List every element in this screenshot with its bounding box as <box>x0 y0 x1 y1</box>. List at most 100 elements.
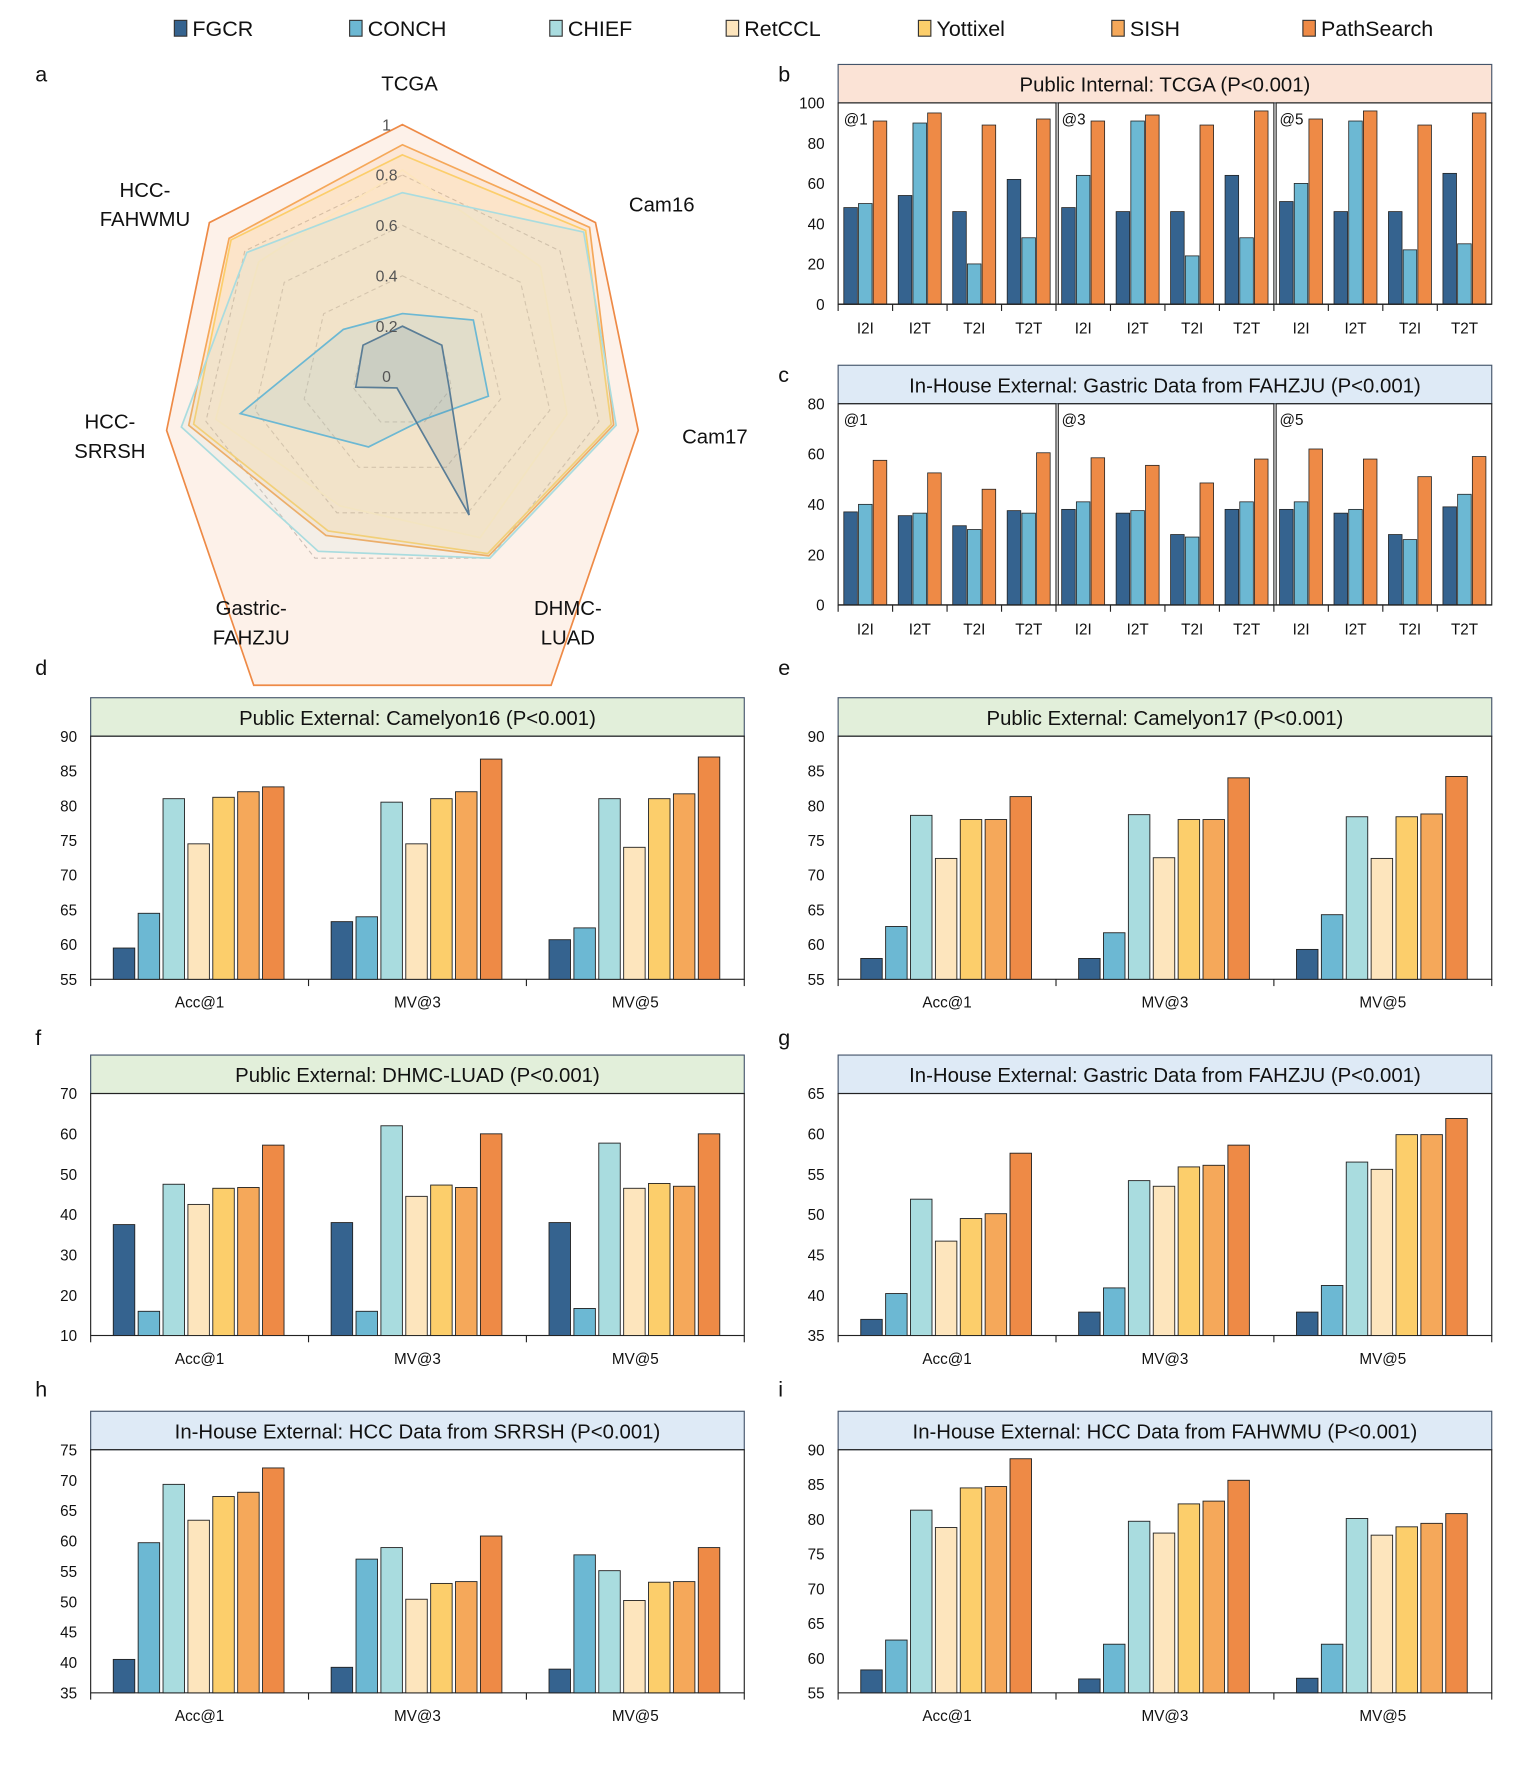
bar-chief <box>910 1198 933 1336</box>
panel-label: i <box>778 1378 783 1402</box>
bar-fgcr <box>1388 534 1403 606</box>
bar-chart-i: i In-House External: HCC Data from FAHWMU… <box>778 1378 1493 1725</box>
bar-fgcr <box>1078 1311 1101 1336</box>
bar-conch <box>1103 1643 1126 1694</box>
bar-pathsearch <box>1145 464 1160 606</box>
bar-pathsearch <box>1363 458 1378 606</box>
bar-pathsearch <box>872 459 888 606</box>
bar-conch <box>912 122 927 305</box>
legend-swatch <box>725 19 740 37</box>
bar-conch <box>137 1310 161 1336</box>
radar-axis-label: FAHWMU <box>100 209 190 231</box>
bar-chart-f: f Public External: DHMC-LUAD (P<0.001) 10 2… <box>35 1026 745 1368</box>
bar-yottixel <box>1177 819 1201 980</box>
radar-axis-label: Cam17 <box>682 426 748 448</box>
bar-retccl <box>1370 1534 1394 1694</box>
chart-title: Public External: Camelyon17 (P<0.001) <box>987 708 1344 730</box>
bar-pathsearch <box>1036 118 1051 305</box>
y-tick-label: 40 <box>60 1655 77 1672</box>
panel-label: d <box>35 656 47 680</box>
y-tick-label: 20 <box>60 1288 77 1305</box>
radar-tick-label: 0.2 <box>376 319 398 336</box>
bar-sish <box>237 1187 260 1336</box>
chart-title: Public Internal: TCGA (P<0.001) <box>1020 75 1311 97</box>
bar-conch <box>1348 120 1363 305</box>
bar-fgcr <box>1296 1311 1319 1336</box>
bar-yottixel <box>430 1184 453 1336</box>
bar-chief <box>1345 1161 1369 1336</box>
x-category-label: Acc@1 <box>175 1708 224 1725</box>
radar-series-retccl <box>214 168 568 539</box>
y-tick-label: 90 <box>808 1442 825 1459</box>
x-category-label: I2T <box>1127 621 1149 638</box>
chart-title: Public External: DHMC-LUAD (P<0.001) <box>235 1065 600 1087</box>
bar-sish <box>672 1185 696 1336</box>
bar-conch <box>1293 183 1309 305</box>
bar-conch <box>137 1542 161 1694</box>
bar-pathsearch <box>1445 776 1468 980</box>
bar-fgcr <box>330 1666 354 1694</box>
bar-pathsearch <box>1227 1144 1250 1336</box>
subpanel-label: @1 <box>844 111 868 128</box>
bar-fgcr <box>1170 211 1185 305</box>
y-tick-label: 65 <box>60 902 77 919</box>
bar-conch <box>1320 914 1344 980</box>
x-category-label: I2T <box>1127 321 1149 338</box>
y-tick-label: 50 <box>808 1207 825 1224</box>
bar-chief <box>380 1547 403 1694</box>
bar-pathsearch <box>1417 476 1432 606</box>
bar-chief <box>1127 1180 1151 1336</box>
bar-fgcr <box>1296 948 1319 980</box>
panel-label: e <box>778 656 790 680</box>
radar-tick-label: 0 <box>382 369 391 386</box>
bar-yottixel <box>1395 1526 1418 1694</box>
x-category-label: T2T <box>1451 321 1478 338</box>
radar-grid-ring <box>303 275 502 468</box>
bar-sish <box>1202 1164 1225 1336</box>
bar-pathsearch <box>697 756 721 980</box>
bar-chief <box>598 1570 621 1694</box>
bar-retccl <box>934 1240 958 1336</box>
subpanel-label: @3 <box>1062 111 1086 128</box>
bar-conch <box>1075 174 1091 305</box>
bar-yottixel <box>430 1582 453 1694</box>
bar-sish <box>1202 819 1225 980</box>
bar-conch <box>1130 510 1145 606</box>
bar-pathsearch <box>1145 114 1160 305</box>
x-category-label: Acc@1 <box>175 1351 224 1368</box>
bar-pathsearch <box>262 1467 285 1694</box>
bar-sish <box>455 791 478 980</box>
chart-title-box <box>837 364 1493 405</box>
bar-yottixel <box>212 1187 235 1336</box>
bar-pathsearch <box>981 124 997 305</box>
y-tick-label: 75 <box>60 833 77 850</box>
bar-conch <box>573 1554 596 1694</box>
bar-retccl <box>934 1527 958 1694</box>
bar-conch <box>1293 501 1309 606</box>
bar-fgcr <box>1061 207 1076 305</box>
bar-fgcr <box>897 195 913 305</box>
bar-yottixel <box>959 1487 983 1694</box>
bar-pathsearch <box>262 786 285 980</box>
bar-sish <box>455 1187 478 1336</box>
legend-item-pathsearch: PathSearch <box>1302 17 1433 41</box>
bar-pathsearch <box>1090 457 1106 606</box>
radar-series-chief <box>180 191 618 560</box>
radar-axis-label: Cam16 <box>629 194 695 216</box>
bar-conch <box>1239 501 1254 606</box>
bar-conch <box>1021 237 1036 305</box>
legend-item-conch: CONCH <box>349 17 446 41</box>
bar-fgcr <box>860 1669 883 1694</box>
radar-tick-label: 0.6 <box>376 218 398 235</box>
y-tick-label: 65 <box>808 902 825 919</box>
y-tick-label: 70 <box>60 1473 77 1490</box>
bar-conch <box>355 1310 378 1336</box>
bar-pathsearch <box>872 120 888 305</box>
y-tick-label: 60 <box>808 937 825 954</box>
bar-retccl <box>187 843 210 980</box>
y-tick-label: 55 <box>808 972 825 989</box>
bar-conch <box>1457 243 1472 305</box>
radar-axis-label: LUAD <box>541 628 595 650</box>
bar-chief <box>162 1483 185 1694</box>
bar-retccl <box>405 1195 428 1336</box>
